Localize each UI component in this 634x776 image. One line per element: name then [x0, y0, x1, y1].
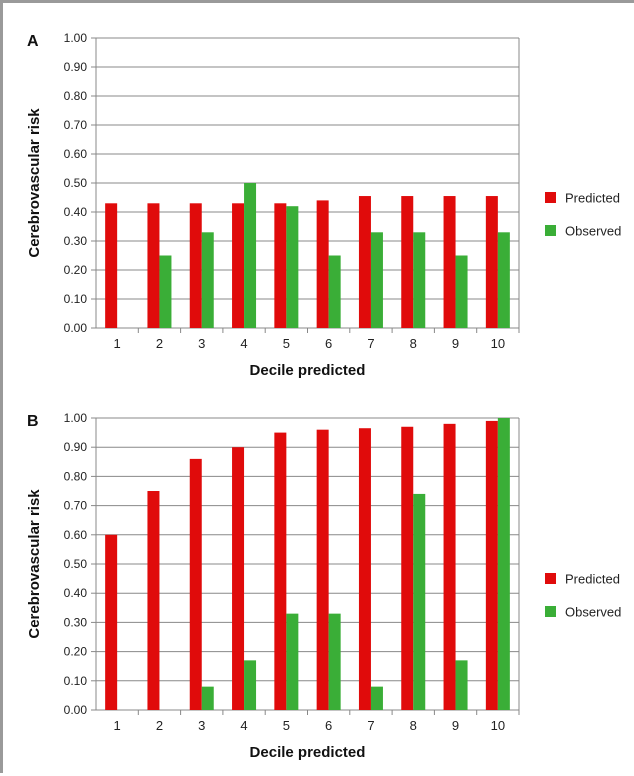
panel-a-y-tick-label: 0.90 [64, 60, 88, 74]
panel-a-legend-swatch-observed [545, 225, 556, 236]
panel-b-y-tick-label: 0.60 [64, 528, 88, 542]
panel-a-y-tick-label: 0.70 [64, 118, 88, 132]
panel-b-predicted-bar [401, 426, 414, 710]
panel-a-x-tick-label: 6 [325, 336, 332, 351]
panel-a-predicted-bar [232, 203, 245, 328]
panel-a-observed-bar [370, 232, 383, 328]
panel-b-x-axis-label: Decile predicted [250, 744, 366, 761]
panel-a-x-tick-label: 10 [491, 336, 505, 351]
panel-b-predicted-bar [443, 423, 456, 710]
panel-a-predicted-bar [105, 203, 118, 328]
panel-b-legend-label-observed: Observed [565, 605, 621, 620]
panel-b-predicted-bar [358, 428, 371, 710]
panel-b-predicted-bar [485, 420, 498, 710]
panel-a-y-tick-label: 1.00 [64, 31, 88, 45]
panel-b-x-tick-label: 2 [156, 718, 163, 733]
panel-b-y-tick-label: 0.80 [64, 469, 88, 483]
panel-a-observed-bar [328, 255, 341, 328]
panel-b-predicted-bar [232, 447, 245, 710]
panel-a-predicted-bar [401, 196, 414, 328]
panel-a-x-tick-label: 8 [410, 336, 417, 351]
panel-b-predicted-bar [189, 458, 202, 710]
panel-b-predicted-bar [316, 429, 329, 710]
panel-b-x-tick-label: 8 [410, 718, 417, 733]
chart-figure: 0.00 0.10 0.20 0.30 0.40 0.50 0.60 0.70 0.80 0.90… [26, 31, 621, 761]
panel-a-legend-swatch-predicted [545, 192, 556, 203]
panel-a-y-tick-label: 0.60 [64, 147, 88, 161]
panel-a-x-tick-label: 1 [114, 336, 121, 351]
panel-a-predicted-bar [189, 203, 202, 328]
panel-b-observed-bar [286, 613, 299, 710]
panel-a-x-tick-label: 9 [452, 336, 459, 351]
panel-b-observed-bar [244, 660, 257, 710]
panel-a-x-tick-label: 2 [156, 336, 163, 351]
panel-b-y-tick-label: 0.40 [64, 586, 88, 600]
panel-b-legend-swatch-predicted [545, 573, 556, 584]
panel-a-y-tick-label: 0.20 [64, 263, 88, 277]
panel-a-predicted-bar [316, 200, 329, 328]
panel-a-observed-bar [413, 232, 426, 328]
panel-a-x-tick-label: 5 [283, 336, 290, 351]
panel-b-y-tick-label: 0.10 [64, 674, 88, 688]
panel-b-observed-bar [455, 660, 468, 710]
panel-b-predicted-bar [147, 491, 160, 710]
panel-b-y-tick-label: 0.90 [64, 440, 88, 454]
panel-a-predicted-bar [147, 203, 160, 328]
panel-b-y-tick-label: 0.50 [64, 557, 88, 571]
panel-a-y-tick-label: 0.30 [64, 234, 88, 248]
panel-a-y-tick-label: 0.00 [64, 321, 88, 335]
panel-a-observed-bar [455, 255, 468, 328]
panel-b-observed-bar [328, 613, 341, 710]
panel-b-x-tick-label: 10 [491, 718, 505, 733]
panel-a-y-tick-label: 0.50 [64, 176, 88, 190]
panel-b-legend-swatch-observed [545, 606, 556, 617]
panel-b-x-tick-label: 7 [367, 718, 374, 733]
panel-a-legend-label-predicted: Predicted [565, 191, 620, 206]
panel-b-x-tick-label: 5 [283, 718, 290, 733]
panel-b-y-tick-label: 0.20 [64, 645, 88, 659]
panel-b-y-tick-label: 0.00 [64, 703, 88, 717]
panel-b-y-axis-label: Cerebrovascular risk [26, 489, 43, 639]
panel-a-observed-bar [201, 232, 214, 328]
panel-b-x-tick-label: 1 [114, 718, 121, 733]
panel-b-x-tick-label: 3 [198, 718, 205, 733]
panel-a-label: A [27, 33, 39, 50]
panel-b-y-tick-label: 0.30 [64, 615, 88, 629]
panel-a-x-axis-label: Decile predicted [250, 362, 366, 379]
panel-a-y-tick-label: 0.10 [64, 292, 88, 306]
panel-a-x-tick-label: 4 [240, 336, 247, 351]
panel-a-x-tick-label: 3 [198, 336, 205, 351]
panel-b-predicted-bar [105, 534, 118, 710]
panel-b-observed-bar [497, 418, 510, 710]
panel-a-observed-bar [244, 183, 257, 328]
panel-a-predicted-bar [358, 196, 371, 328]
panel-a-observed-bar [497, 232, 510, 328]
panel-a-y-axis-label: Cerebrovascular risk [26, 108, 43, 258]
panel-a-observed-bar [159, 255, 172, 328]
panel-a-y-tick-label: 0.40 [64, 205, 88, 219]
panel-b-label: B [27, 413, 39, 430]
panel-b-legend-label-predicted: Predicted [565, 572, 620, 587]
panel-b-observed-bar [370, 686, 383, 710]
panel-b-predicted-bar [274, 432, 287, 710]
panel-a-legend-label-observed: Observed [565, 224, 621, 239]
panel-b-x-tick-label: 4 [240, 718, 247, 733]
panel-a-predicted-bar [485, 196, 498, 328]
panel-a-y-tick-label: 0.80 [64, 89, 88, 103]
panel-a-x-tick-label: 7 [367, 336, 374, 351]
panel-b-x-tick-label: 6 [325, 718, 332, 733]
panel-b-y-tick-label: 0.70 [64, 499, 88, 513]
panel-b-observed-bar [201, 686, 214, 710]
panel-a-predicted-bar [443, 196, 456, 328]
panel-b-observed-bar [413, 493, 426, 710]
panel-b-y-tick-label: 1.00 [64, 411, 88, 425]
panel-b-x-tick-label: 9 [452, 718, 459, 733]
panel-a-predicted-bar [274, 203, 287, 328]
panel-a-observed-bar [286, 206, 299, 328]
